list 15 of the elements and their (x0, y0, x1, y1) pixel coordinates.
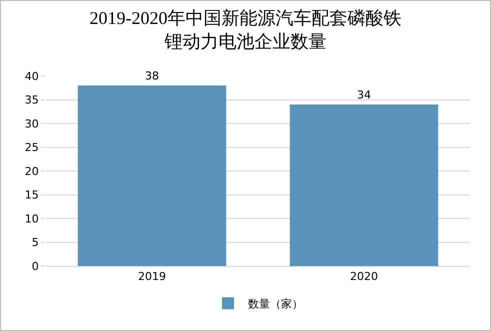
y-tick-label: 15 (24, 188, 39, 202)
y-tick-label: 10 (24, 212, 39, 226)
y-tick-label: 40 (24, 70, 39, 83)
data-label: 38 (145, 70, 159, 82)
y-tick-label: 25 (24, 141, 39, 154)
data-label: 34 (357, 88, 371, 102)
y-tick-label: 5 (32, 236, 39, 250)
y-tick-label: 20 (24, 164, 39, 178)
x-tick-label: 2019 (138, 270, 166, 284)
chart-title: 2019-2020年中国新能源汽车配套磷酸铁锂动力电池企业数量 (90, 8, 402, 52)
y-tick-label: 0 (32, 260, 39, 273)
y-tick-label: 35 (24, 94, 39, 107)
y-tick-label: 30 (24, 117, 39, 130)
legend-label: 数量（家） (248, 298, 303, 311)
x-tick-label: 2020 (350, 270, 378, 284)
